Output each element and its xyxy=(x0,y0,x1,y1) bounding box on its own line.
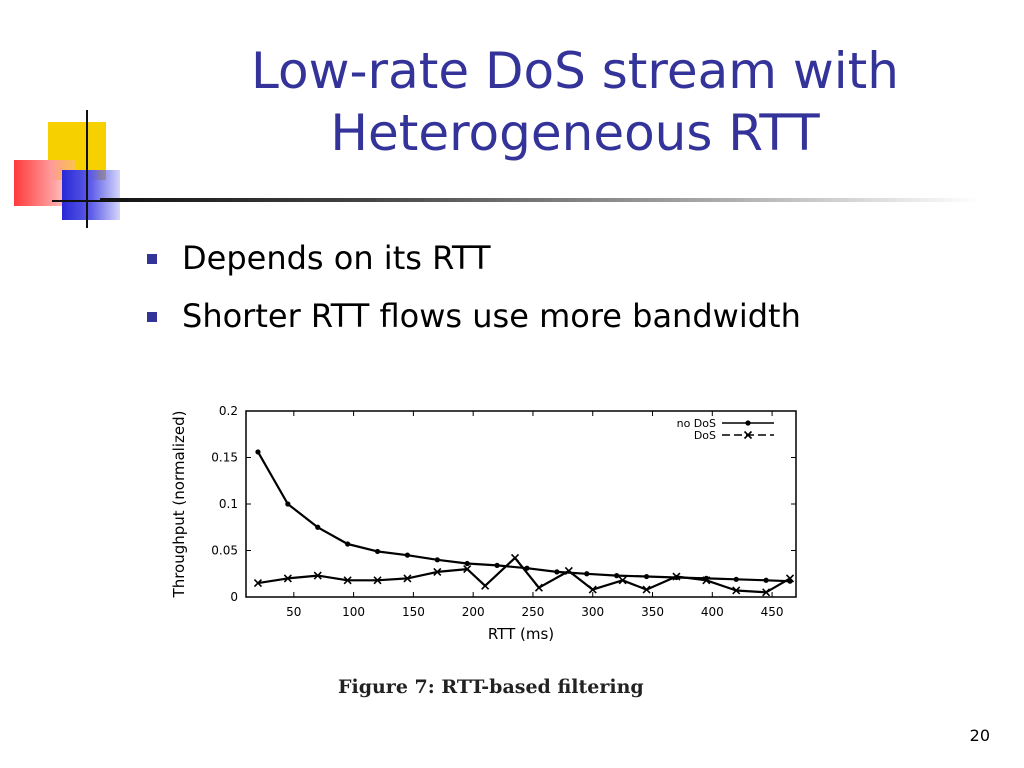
data-point xyxy=(588,585,597,594)
title-divider xyxy=(100,198,980,202)
series-line-no-dos xyxy=(257,451,791,583)
x-tick-label: 350 xyxy=(641,605,664,619)
x-tick-label: 250 xyxy=(522,605,545,619)
data-point xyxy=(642,585,651,594)
x-tick-label: 100 xyxy=(342,605,365,619)
y-tick-label: 0.05 xyxy=(211,544,238,558)
bullet-square-icon xyxy=(147,312,157,322)
page-number: 20 xyxy=(969,726,990,745)
series-line-dos xyxy=(257,556,791,594)
x-axis-label: RTT (ms) xyxy=(488,625,554,643)
x-tick-label: 50 xyxy=(286,605,301,619)
x-tick-label: 150 xyxy=(402,605,425,619)
data-point xyxy=(434,557,440,563)
data-point xyxy=(345,541,351,547)
y-tick-label: 0.1 xyxy=(219,497,238,511)
data-point xyxy=(702,576,711,585)
data-point xyxy=(255,449,261,455)
y-axis-label: Throughput (normalized) xyxy=(170,411,188,599)
data-point xyxy=(584,571,590,577)
data-point xyxy=(343,576,352,585)
bullet-item: Depends on its RTT xyxy=(140,236,801,294)
data-point xyxy=(733,576,739,582)
legend-label: DoS xyxy=(694,429,716,442)
data-point xyxy=(614,573,620,579)
y-tick-label: 0.2 xyxy=(219,404,238,418)
x-tick-label: 300 xyxy=(581,605,604,619)
bullet-square-icon xyxy=(147,254,157,264)
blue-square xyxy=(62,170,120,220)
data-point xyxy=(618,576,627,585)
data-point xyxy=(404,552,411,558)
bullet-text: Depends on its RTT xyxy=(182,239,491,277)
slide-title: Low-rate DoS stream with Heterogeneous R… xyxy=(190,40,960,164)
data-point xyxy=(253,578,263,588)
throughput-chart: 0 0.05 0.1 0.15 0.2 50 100 150 200 250 300 350 400 45… xyxy=(160,395,810,645)
figure-caption: Figure 7: RTT-based filtering xyxy=(338,676,644,698)
y-tick-label: 0.15 xyxy=(211,451,238,465)
data-point xyxy=(403,574,412,583)
data-point xyxy=(283,574,292,583)
data-point xyxy=(313,571,322,580)
data-point xyxy=(433,567,442,576)
data-point xyxy=(463,565,472,574)
logo-vertical-line xyxy=(86,110,88,228)
legend-marker xyxy=(743,430,753,440)
data-point xyxy=(494,562,500,568)
bullet-item: Shorter RTT flows use more bandwidth xyxy=(140,294,801,352)
slide-title-line-1: Low-rate DoS stream with xyxy=(251,42,899,100)
y-tick-label: 0 xyxy=(230,590,238,604)
data-point xyxy=(672,572,681,581)
data-point xyxy=(481,581,490,590)
x-tick-label: 450 xyxy=(761,605,784,619)
data-point xyxy=(374,548,381,555)
x-tick-label: 400 xyxy=(701,605,724,619)
data-point xyxy=(762,588,771,597)
data-point xyxy=(534,583,544,592)
data-point xyxy=(643,573,650,580)
chart-svg: 0 0.05 0.1 0.15 0.2 50 100 150 200 250 300 350 400 45… xyxy=(170,404,797,643)
data-point xyxy=(564,566,573,576)
data-point xyxy=(373,576,382,585)
legend-marker xyxy=(745,420,751,426)
bullet-text: Shorter RTT flows use more bandwidth xyxy=(182,297,801,335)
data-point xyxy=(315,524,321,530)
data-point xyxy=(763,577,769,583)
slide-title-line-2: Heterogeneous RTT xyxy=(330,104,820,162)
bullet-list: Depends on its RTT Shorter RTT flows use… xyxy=(140,236,801,352)
data-point xyxy=(732,586,741,595)
legend-label: no DoS xyxy=(677,417,716,430)
data-point xyxy=(785,574,795,583)
data-point xyxy=(285,501,291,507)
data-point xyxy=(510,553,520,563)
data-point xyxy=(464,560,470,567)
data-point xyxy=(554,569,560,575)
x-tick-label: 200 xyxy=(462,605,485,619)
slide-logo-decoration xyxy=(0,100,162,240)
